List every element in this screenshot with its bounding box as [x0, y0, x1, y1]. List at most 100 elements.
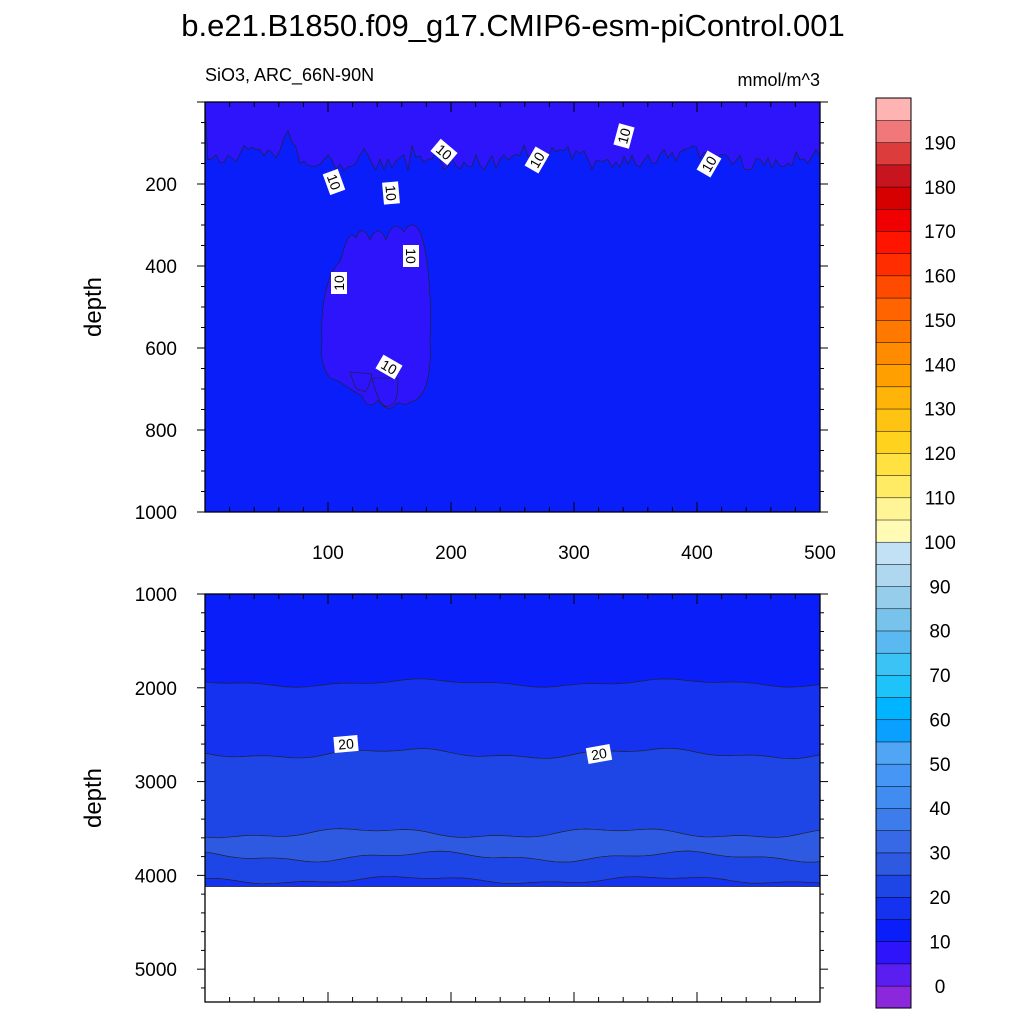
colorbar-swatch	[875, 208, 912, 232]
colorbar-label: 140	[924, 355, 956, 376]
colorbar-swatch	[875, 519, 912, 543]
colorbar-swatch	[875, 275, 912, 299]
units-string: mmol/m^3	[738, 70, 820, 90]
svg-text:10: 10	[698, 153, 720, 175]
colorbar-swatch	[875, 830, 912, 854]
colorbar-swatch	[875, 608, 912, 632]
colorbar-swatch	[875, 97, 912, 121]
y-tick-label: 800	[145, 421, 177, 442]
colorbar-swatch	[875, 852, 912, 876]
colorbar-label: 40	[929, 799, 950, 820]
contour-label: 10	[382, 181, 400, 205]
colorbar-label: 80	[929, 622, 950, 643]
colorbar-label: 180	[924, 178, 956, 199]
lower-panel-band-2700-3550	[204, 748, 821, 839]
colorbar-label: 160	[924, 267, 956, 288]
contour-label: 10	[375, 354, 403, 380]
colorbar-label: 110	[925, 489, 955, 510]
y-tick-label: 4000	[135, 866, 177, 887]
colorbar-swatch	[875, 896, 912, 920]
upper-panel-surface-layer	[204, 101, 821, 172]
svg-text:10: 10	[526, 149, 548, 171]
left-string: SiO3, ARC_66N-90N	[205, 65, 374, 86]
colorbar-swatch	[875, 763, 912, 787]
colorbar-swatch	[875, 719, 912, 743]
svg-text:10: 10	[331, 275, 347, 291]
upper-panel-lens-spike	[371, 377, 399, 407]
colorbar-swatch	[875, 386, 912, 410]
colorbar-swatch	[875, 253, 912, 277]
colorbar-label: 120	[924, 444, 956, 465]
upper-panel-background	[205, 102, 820, 512]
colorbar-swatch	[875, 586, 912, 610]
colorbar-swatch	[875, 319, 912, 343]
contour-label: 10	[430, 138, 458, 166]
svg-text:10: 10	[378, 356, 400, 378]
colorbar-label: 30	[929, 844, 950, 865]
x-tick-label: 300	[558, 543, 590, 564]
colorbar-label: 50	[929, 755, 950, 776]
colorbar-label: 170	[924, 222, 956, 243]
svg-text:20: 20	[338, 735, 355, 752]
colorbar-swatch	[875, 941, 912, 965]
colorbar-label: 130	[924, 400, 956, 421]
colorbar-swatch	[875, 963, 912, 987]
colorbar-swatch	[875, 563, 912, 587]
y-tick-label: 3000	[135, 773, 177, 794]
colorbar-swatch	[875, 164, 912, 188]
colorbar-swatch	[875, 230, 912, 254]
colorbar-swatch	[875, 785, 912, 809]
svg-text:10: 10	[614, 126, 634, 145]
colorbar-frame	[875, 97, 912, 1009]
y-tick-label: 600	[145, 339, 177, 360]
x-tick-label: 100	[312, 543, 344, 564]
colorbar-label: 60	[929, 711, 950, 732]
y-tick-label: 1000	[135, 503, 177, 524]
svg-text:10: 10	[324, 172, 344, 192]
svg-text:10: 10	[382, 185, 399, 202]
colorbar-swatch	[875, 807, 912, 831]
upper-panel-lens-tail	[349, 371, 373, 392]
colorbar-swatch	[875, 475, 912, 499]
colorbar-swatch	[875, 541, 912, 565]
colorbar-label: 10	[929, 932, 950, 953]
figure-title: b.e21.B1850.f09_g17.CMIP6-esm-piControl.…	[181, 8, 844, 43]
colorbar-swatch	[875, 630, 912, 654]
colorbar-label: 100	[924, 533, 956, 554]
colorbar: 0 10 20 30 40 50 60 70 80 90 100 110 120 130 140 150 160…	[875, 97, 956, 1009]
colorbar-swatch	[875, 341, 912, 365]
contour-label: 20	[585, 744, 613, 764]
upper-panel-contour-labels: 10 10 10 10 10 10 10 10 10	[322, 123, 722, 380]
colorbar-swatch	[875, 364, 912, 388]
svg-text:20: 20	[590, 745, 608, 763]
contour-label: 10	[613, 123, 635, 149]
lower-panel-frame	[204, 593, 821, 1003]
colorbar-label: 90	[929, 577, 950, 598]
colorbar-swatch	[875, 652, 912, 676]
lower-panel-ylabel: depth	[80, 768, 107, 828]
upper-panel-ticks: 100 200 300 400 500 200 400 600 800 1000	[135, 101, 836, 564]
colorbar-swatch	[875, 430, 912, 454]
contour-label: 20	[333, 734, 359, 754]
colorbar-swatch	[875, 918, 912, 942]
contour-label: 10	[524, 146, 550, 174]
x-tick-label: 200	[435, 543, 467, 564]
lower-panel-band-1950-2700	[204, 678, 821, 759]
y-tick-label: 400	[145, 257, 177, 278]
lower-panel-ticks: 1000 2000 3000 4000 5000	[135, 585, 828, 1002]
colorbar-label: 70	[929, 666, 950, 687]
colorbar-swatch	[875, 119, 912, 143]
colorbar-label: 0	[935, 977, 946, 998]
contour-label: 10	[331, 272, 347, 294]
colorbar-label: 150	[924, 311, 956, 332]
contour-label: 10	[403, 245, 419, 267]
upper-panel-ylabel: depth	[80, 277, 107, 337]
lower-panel-band-1000-1950	[204, 593, 821, 688]
y-tick-label: 1000	[135, 585, 177, 606]
upper-panel-low-silicate-lens	[321, 224, 431, 409]
colorbar-swatch	[875, 408, 912, 432]
colorbar-label: 20	[929, 888, 950, 909]
contour-label: 10	[696, 150, 722, 178]
